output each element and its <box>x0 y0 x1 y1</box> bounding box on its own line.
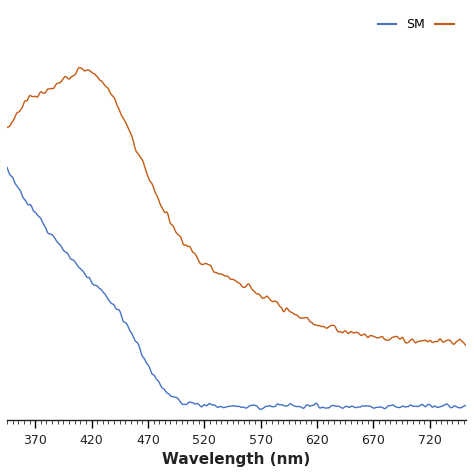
SM <box>190 400 195 405</box>
SM <box>51 234 57 239</box>
Line: SM: SM <box>7 167 466 410</box>
SM <box>371 405 376 411</box>
X-axis label: Wavelength (nm): Wavelength (nm) <box>162 452 310 467</box>
SM <box>206 401 212 406</box>
SM <box>257 407 263 412</box>
SM <box>320 404 326 410</box>
SM <box>463 402 469 408</box>
SM <box>4 164 10 170</box>
Legend: SM, : SM, <box>373 13 469 36</box>
SM <box>363 403 368 409</box>
